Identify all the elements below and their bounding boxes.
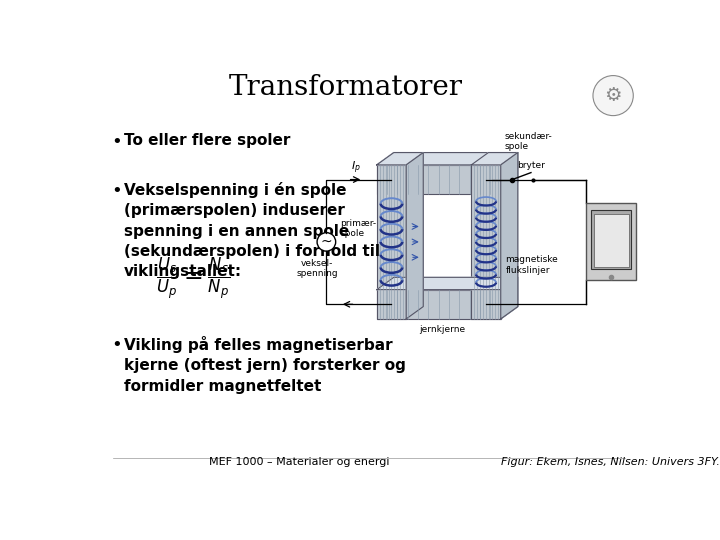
Polygon shape: [377, 278, 518, 289]
Polygon shape: [500, 153, 518, 194]
Text: •: •: [112, 336, 122, 354]
Text: ~: ~: [320, 235, 332, 249]
Text: •: •: [112, 132, 122, 151]
Text: Vekselspenning i én spole
(primærspolen) induserer
spenning i en annen spole
(se: Vekselspenning i én spole (primærspolen)…: [124, 182, 380, 279]
Text: magnetiske
flukslinjer: magnetiske flukslinjer: [505, 255, 558, 275]
Text: Transformatorer: Transformatorer: [229, 75, 463, 102]
Polygon shape: [377, 153, 518, 165]
Polygon shape: [377, 153, 423, 165]
Text: $\frac{U_s}{U_p} = \frac{N_s}{N_p}$: $\frac{U_s}{U_p} = \frac{N_s}{N_p}$: [156, 255, 230, 302]
Text: bryter: bryter: [517, 161, 544, 170]
Text: jernkjerne: jernkjerne: [420, 325, 466, 334]
Circle shape: [317, 233, 336, 251]
Polygon shape: [406, 153, 423, 319]
Text: sekundær-
spole: sekundær- spole: [505, 132, 552, 151]
Text: MEF 1000 – Materialer og energi: MEF 1000 – Materialer og energi: [209, 457, 390, 467]
Text: Vikling på felles magnetiserbar
kjerne (oftest jern) forsterker og
formidler mag: Vikling på felles magnetiserbar kjerne (…: [124, 336, 406, 394]
Polygon shape: [500, 278, 518, 319]
Text: primær-
spole: primær- spole: [341, 219, 377, 238]
Text: Figur: Ekem, Isnes, Nilsen: Univers 3FY.: Figur: Ekem, Isnes, Nilsen: Univers 3FY.: [500, 457, 719, 467]
Polygon shape: [500, 153, 518, 319]
FancyBboxPatch shape: [594, 214, 629, 267]
Text: $I_p$: $I_p$: [351, 159, 360, 176]
FancyBboxPatch shape: [472, 165, 500, 319]
FancyBboxPatch shape: [377, 165, 500, 194]
Circle shape: [593, 76, 634, 116]
FancyBboxPatch shape: [377, 289, 500, 319]
Polygon shape: [472, 153, 518, 165]
FancyBboxPatch shape: [591, 211, 631, 269]
Text: •: •: [112, 182, 122, 200]
Text: veksel-
spenning: veksel- spenning: [296, 259, 338, 278]
Text: To eller flere spoler: To eller flere spoler: [124, 132, 290, 147]
Text: ⚙: ⚙: [604, 86, 622, 105]
FancyBboxPatch shape: [377, 165, 406, 319]
FancyBboxPatch shape: [586, 204, 636, 280]
